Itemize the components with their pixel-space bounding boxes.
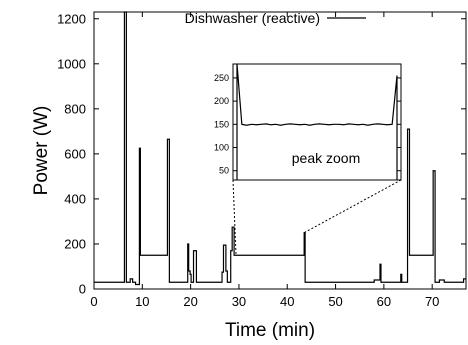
x-tick-label-3: 30 xyxy=(232,294,246,309)
x-tick-label-6: 60 xyxy=(377,294,391,309)
y-tick-label-1: 200 xyxy=(64,236,86,251)
y-tick-label-2: 400 xyxy=(64,191,86,206)
legend-label: Dishwasher (reactive) xyxy=(185,10,320,26)
y-axis-label: Power (W) xyxy=(31,106,52,196)
axes: 0 10 20 30 40 50 60 70 0 200 400 600 800 1000 1200 Time… xyxy=(31,11,467,341)
x-axis-label: Time (min) xyxy=(225,320,315,341)
x-tick-label-4: 40 xyxy=(280,294,294,309)
inset-connector-left xyxy=(232,179,237,256)
inset-y-tick-label-3: 200 xyxy=(214,96,229,106)
y-tick-label-3: 600 xyxy=(64,146,86,161)
series-layer xyxy=(94,11,466,286)
inset-y-tick-label-4: 250 xyxy=(214,73,229,83)
inset-zoom: 50 100 150 200 250 peak zoom xyxy=(214,63,402,256)
inset-label: peak zoom xyxy=(292,150,360,166)
series-line-0 xyxy=(94,11,466,286)
inset-frame xyxy=(232,63,402,181)
y-tick-label-5: 1000 xyxy=(57,56,86,71)
legend: Dishwasher (reactive) xyxy=(185,10,366,26)
x-tick-label-2: 20 xyxy=(183,294,197,309)
plot-frame xyxy=(93,11,467,290)
y-tick-label-6: 1200 xyxy=(57,11,86,26)
x-tick-label-0: 0 xyxy=(90,294,97,309)
inset-y-tick-label-0: 50 xyxy=(219,166,229,176)
x-tick-label-1: 10 xyxy=(135,294,149,309)
inset-y-tick-label-1: 100 xyxy=(214,143,229,153)
x-tick-label-7: 70 xyxy=(425,294,439,309)
y-tick-label-4: 800 xyxy=(64,101,86,116)
inset-y-tick-label-2: 150 xyxy=(214,119,229,129)
inset-connector-right xyxy=(303,179,402,234)
inset-series-line xyxy=(236,63,398,180)
x-tick-label-5: 50 xyxy=(328,294,342,309)
y-tick-label-0: 0 xyxy=(79,282,86,297)
